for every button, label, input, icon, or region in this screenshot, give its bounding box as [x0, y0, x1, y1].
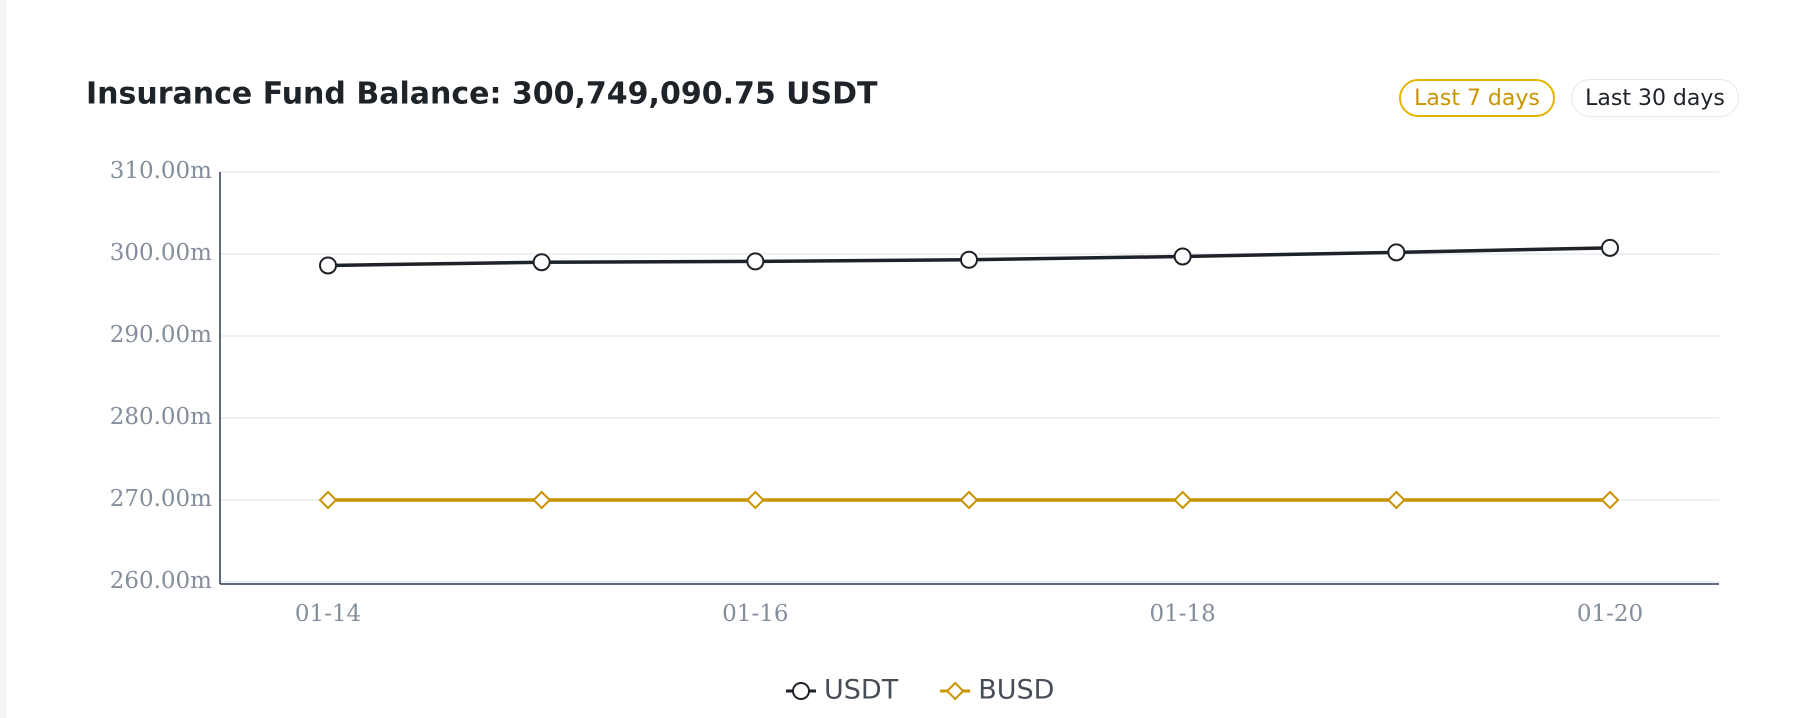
- range-button[interactable]: Last 7 days: [1399, 79, 1555, 117]
- point: [959, 490, 979, 510]
- point: [319, 256, 337, 275]
- x-tick-label: 01-14: [295, 601, 361, 627]
- y-tick-label: 300.00m: [110, 240, 212, 266]
- point: [746, 252, 765, 271]
- point: [532, 253, 551, 272]
- y-tick-label: 260.00m: [110, 568, 212, 594]
- legend-label: USDT: [824, 675, 899, 706]
- y-tick-label: 310.00m: [110, 158, 212, 184]
- y-tick-label: 280.00m: [110, 404, 212, 430]
- chart: Insurance Fund Balance: 300,749,090.75 U…: [86, 77, 1719, 706]
- point: [945, 681, 965, 701]
- point: [1601, 238, 1619, 257]
- x-tick-label: 01-16: [722, 601, 788, 627]
- point: [1386, 490, 1406, 510]
- point: [792, 682, 810, 700]
- point: [318, 490, 338, 510]
- point: [1600, 490, 1620, 510]
- y-tick-label: 290.00m: [110, 322, 212, 348]
- range-button[interactable]: Last 30 days: [1571, 79, 1739, 117]
- point: [1173, 247, 1192, 266]
- chart-title: Insurance Fund Balance: 300,749,090.75 U…: [86, 77, 878, 112]
- point: [745, 490, 765, 510]
- point: [960, 250, 978, 269]
- point: [532, 490, 552, 510]
- point: [1387, 243, 1406, 262]
- x-tick-label: 01-20: [1577, 601, 1643, 627]
- legend-label: BUSD: [978, 675, 1054, 706]
- point: [1173, 490, 1193, 510]
- x-tick-label: 01-18: [1150, 601, 1216, 627]
- y-tick-label: 270.00m: [110, 486, 212, 512]
